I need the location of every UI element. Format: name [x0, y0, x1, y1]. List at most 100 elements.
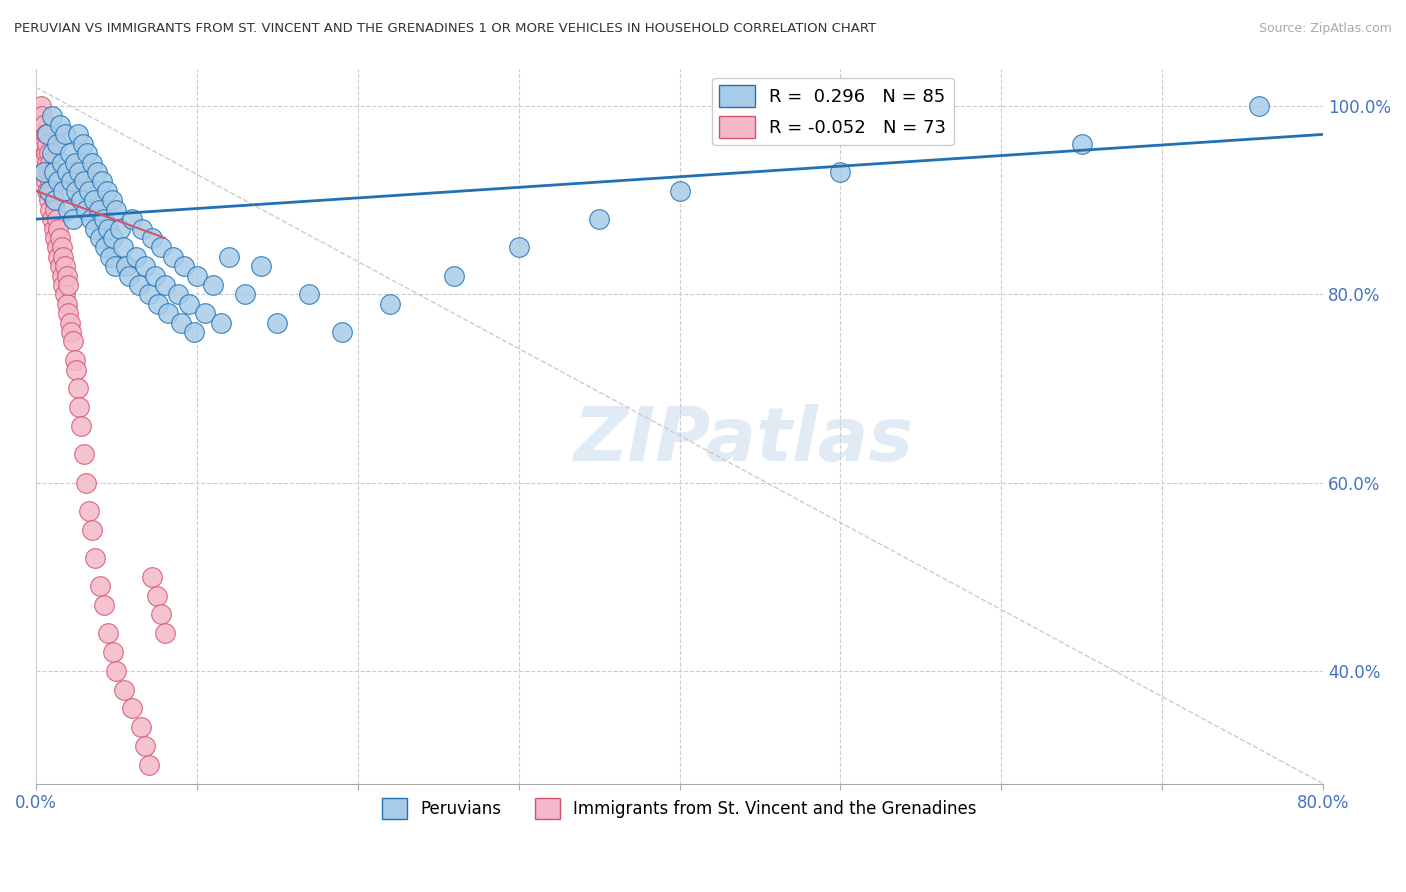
Point — [39, 174, 62, 188]
Point — [41, 109, 63, 123]
Point — [52, 277, 75, 292]
Point — [28, 128, 51, 142]
Legend: Peruvians, Immigrants from St. Vincent and the Grenadines: Peruvians, Immigrants from St. Vincent a… — [375, 792, 983, 825]
Point — [41, 212, 63, 227]
Point — [52, 250, 75, 264]
Point — [38, 184, 60, 198]
Point — [82, 523, 104, 537]
Point — [183, 325, 205, 339]
Point — [94, 240, 117, 254]
Point — [170, 316, 193, 330]
Point — [55, 268, 77, 283]
Point — [77, 184, 100, 198]
Point — [173, 259, 195, 273]
Point — [48, 250, 70, 264]
Point — [48, 221, 70, 235]
Point — [30, 136, 52, 151]
Point — [63, 155, 86, 169]
Point — [37, 136, 59, 151]
Point — [141, 570, 163, 584]
Point — [39, 202, 62, 217]
Point — [62, 212, 84, 227]
Point — [145, 589, 167, 603]
Point — [93, 212, 115, 227]
Point — [378, 297, 401, 311]
Point — [59, 316, 82, 330]
Point — [86, 165, 108, 179]
Point — [52, 184, 75, 198]
Point — [77, 504, 100, 518]
Point — [56, 277, 79, 292]
Point — [194, 306, 217, 320]
Point — [39, 155, 62, 169]
Point — [96, 184, 118, 198]
Point — [218, 250, 240, 264]
Point — [42, 165, 65, 179]
Point — [134, 739, 156, 753]
Point — [233, 287, 256, 301]
Point — [31, 155, 53, 169]
Point — [49, 259, 72, 273]
Point — [63, 353, 86, 368]
Point — [166, 287, 188, 301]
Point — [60, 174, 83, 188]
Point — [156, 306, 179, 320]
Point — [32, 136, 55, 151]
Point — [66, 382, 89, 396]
Point — [38, 194, 60, 208]
Point — [148, 297, 170, 311]
Point — [108, 221, 131, 235]
Point — [1247, 99, 1270, 113]
Point — [98, 250, 121, 264]
Point — [73, 174, 96, 188]
Text: PERUVIAN VS IMMIGRANTS FROM ST. VINCENT AND THE GRENADINES 1 OR MORE VEHICLES IN: PERUVIAN VS IMMIGRANTS FROM ST. VINCENT … — [14, 22, 876, 36]
Point — [45, 240, 67, 254]
Point — [89, 231, 111, 245]
Point — [42, 194, 65, 208]
Point — [138, 758, 160, 772]
Point — [162, 250, 184, 264]
Point — [1070, 136, 1092, 151]
Point — [38, 165, 60, 179]
Point — [330, 325, 353, 339]
Point — [104, 259, 127, 273]
Point — [89, 579, 111, 593]
Point — [65, 362, 87, 376]
Point — [121, 212, 143, 227]
Point — [114, 682, 136, 697]
Point — [82, 155, 104, 169]
Point — [41, 184, 63, 198]
Point — [209, 316, 232, 330]
Point — [56, 202, 79, 217]
Point — [72, 136, 94, 151]
Point — [44, 231, 66, 245]
Point — [134, 259, 156, 273]
Point — [44, 194, 66, 208]
Point — [34, 174, 56, 188]
Point — [51, 155, 73, 169]
Point — [101, 645, 124, 659]
Point — [67, 165, 90, 179]
Point — [49, 118, 72, 132]
Point — [266, 316, 288, 330]
Point — [125, 250, 148, 264]
Point — [131, 221, 153, 235]
Point — [100, 194, 122, 208]
Point — [38, 146, 60, 161]
Point — [48, 174, 70, 188]
Point — [41, 146, 63, 161]
Point — [66, 128, 89, 142]
Point — [201, 277, 224, 292]
Point — [150, 240, 173, 254]
Point — [32, 165, 55, 179]
Point — [101, 231, 124, 245]
Point — [84, 550, 107, 565]
Point — [97, 626, 120, 640]
Point — [70, 419, 93, 434]
Point — [153, 626, 176, 640]
Point — [93, 598, 115, 612]
Point — [30, 99, 52, 113]
Point — [56, 306, 79, 320]
Point — [186, 268, 208, 283]
Point — [30, 118, 52, 132]
